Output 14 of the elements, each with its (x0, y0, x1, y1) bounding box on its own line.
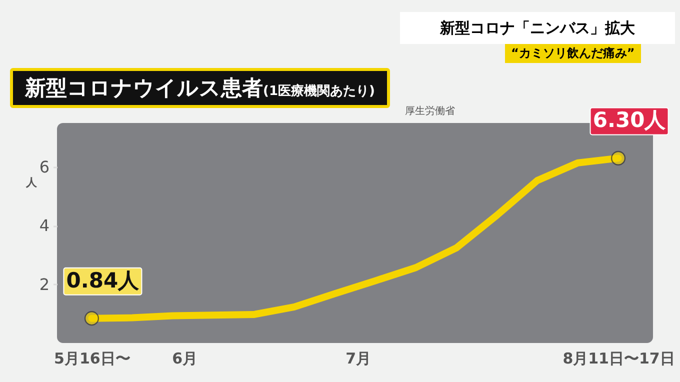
x-tick-label: 6月 (172, 350, 198, 368)
x-tick-label: 5月16日〜 (54, 350, 130, 368)
text: 厚生労働省 (405, 104, 455, 118)
chart-title: 新型コロナウイルス患者(1医療機関あたり) (10, 68, 390, 108)
text: 新型コロナ「ニンバス」拡大 (400, 12, 675, 44)
y-axis-title: 人 (25, 176, 38, 190)
text: 6.30人 (592, 108, 666, 132)
x-tick-label: 8月11日〜17日 (562, 350, 675, 368)
text: 0.84人 (66, 268, 140, 292)
text: “カミソリ飲んだ痛み” (505, 44, 641, 63)
x-tick-label: 7月 (346, 350, 372, 368)
y-tick-label: 4 (39, 216, 50, 236)
y-tick-label: 6 (39, 158, 50, 176)
y-tick-label: 2 (39, 274, 50, 294)
